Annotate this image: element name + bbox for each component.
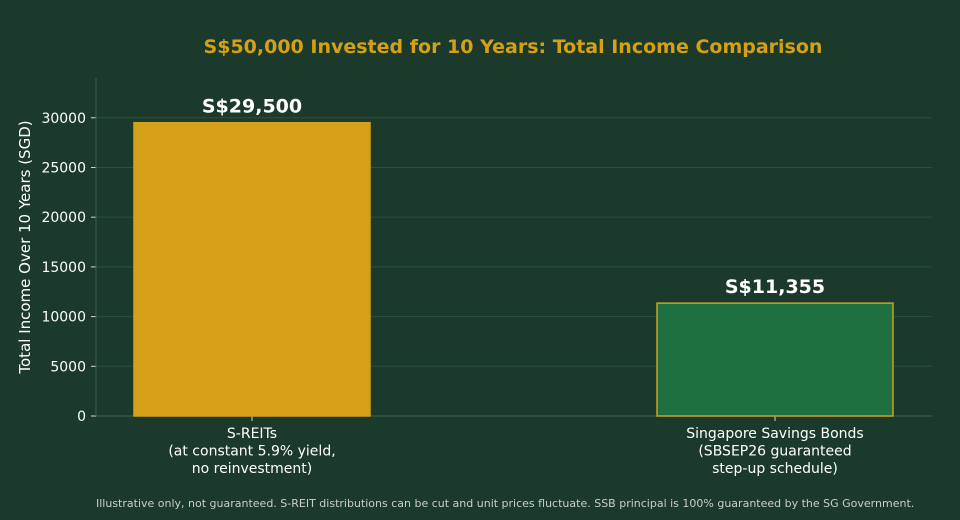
y-tick-label: 30000 [41, 111, 86, 127]
y-axis-label: Total Income Over 10 Years (SGD) [16, 120, 34, 374]
x-tick-label: S-REITs [227, 426, 277, 442]
x-tick-label: (at constant 5.9% yield, [168, 444, 335, 460]
data-label: S$29,500 [202, 96, 302, 118]
y-tick-label: 5000 [50, 359, 86, 375]
chart-title: S$50,000 Invested for 10 Years: Total In… [204, 36, 823, 58]
x-tick-label: Singapore Savings Bonds [686, 426, 863, 442]
data-labels: S$29,500 S$11,355 [202, 96, 825, 298]
data-label: S$11,355 [725, 276, 825, 298]
bar [656, 302, 894, 417]
axes: 0 5000 10000 15000 20000 25000 30000 S-REITs (at… [41, 78, 932, 477]
x-tick-label: step-up schedule) [712, 461, 838, 477]
y-tick-label: 25000 [41, 160, 86, 176]
bar [133, 121, 371, 417]
x-tick-label: no reinvestment) [192, 461, 312, 477]
y-tick-label: 20000 [41, 210, 86, 226]
footnote: Illustrative only, not guaranteed. S-REI… [96, 497, 915, 510]
y-tick-label: 0 [77, 409, 86, 425]
y-tick-label: 10000 [41, 310, 86, 326]
x-tick-label: (SBSEP26 guaranteed [698, 444, 851, 460]
bars [133, 121, 894, 417]
y-tick-label: 15000 [41, 260, 86, 276]
